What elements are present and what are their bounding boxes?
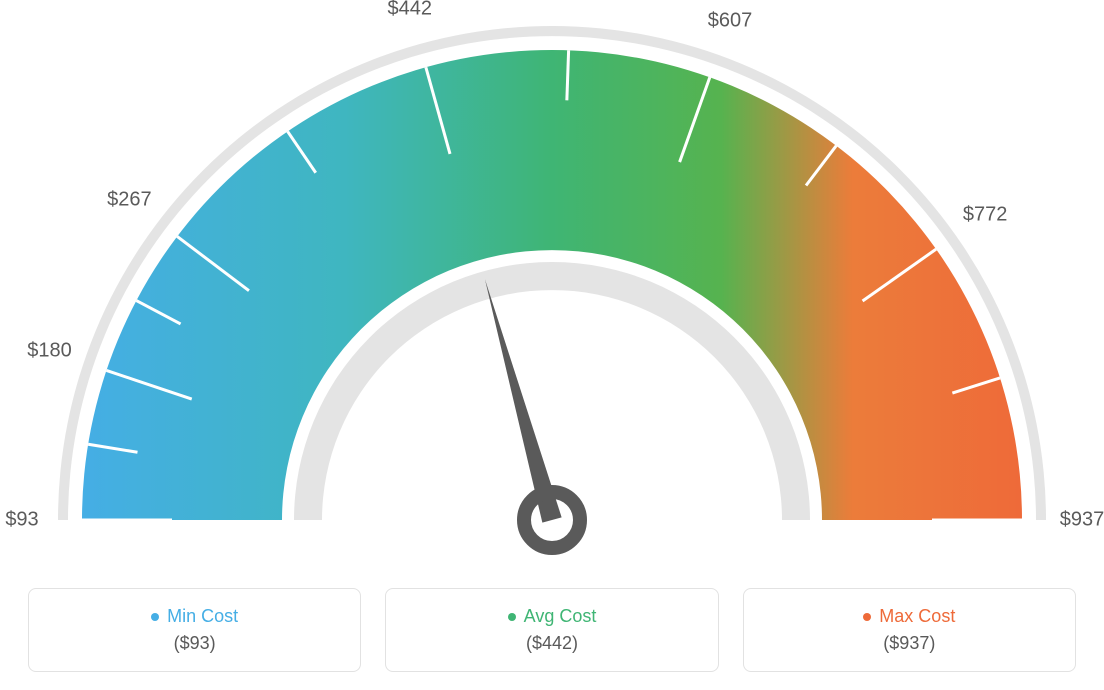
legend-dot-icon <box>863 613 871 621</box>
gauge-area: $93 $180 $267 $442 $607 $772 $937 <box>0 0 1104 580</box>
legend-card: Max Cost ($937) <box>743 588 1076 672</box>
legend-value: ($93) <box>174 633 216 654</box>
legend-title: Max Cost <box>863 606 955 627</box>
legend-label: Max Cost <box>879 606 955 627</box>
tick-label: $772 <box>963 203 1008 226</box>
legend-card: Min Cost ($93) <box>28 588 361 672</box>
legend-label: Min Cost <box>167 606 238 627</box>
legend-row: Min Cost ($93) Avg Cost ($442) Max Cost ($937… <box>0 580 1104 690</box>
cost-gauge-chart: $93 $180 $267 $442 $607 $772 $937 Min Cost ($93… <box>0 0 1104 690</box>
legend-value: ($442) <box>526 633 578 654</box>
tick-label: $442 <box>388 0 433 21</box>
tick-label: $937 <box>1060 509 1104 532</box>
tick-label: $607 <box>708 9 753 32</box>
legend-card: Avg Cost ($442) <box>385 588 718 672</box>
legend-title: Min Cost <box>151 606 238 627</box>
legend-dot-icon <box>151 613 159 621</box>
legend-label: Avg Cost <box>524 606 597 627</box>
tick-label: $180 <box>27 340 72 363</box>
gauge-svg <box>0 0 1104 580</box>
legend-value: ($937) <box>883 633 935 654</box>
tick-label: $267 <box>107 189 152 212</box>
legend-title: Avg Cost <box>508 606 597 627</box>
legend-dot-icon <box>508 613 516 621</box>
tick-label: $93 <box>5 509 38 532</box>
